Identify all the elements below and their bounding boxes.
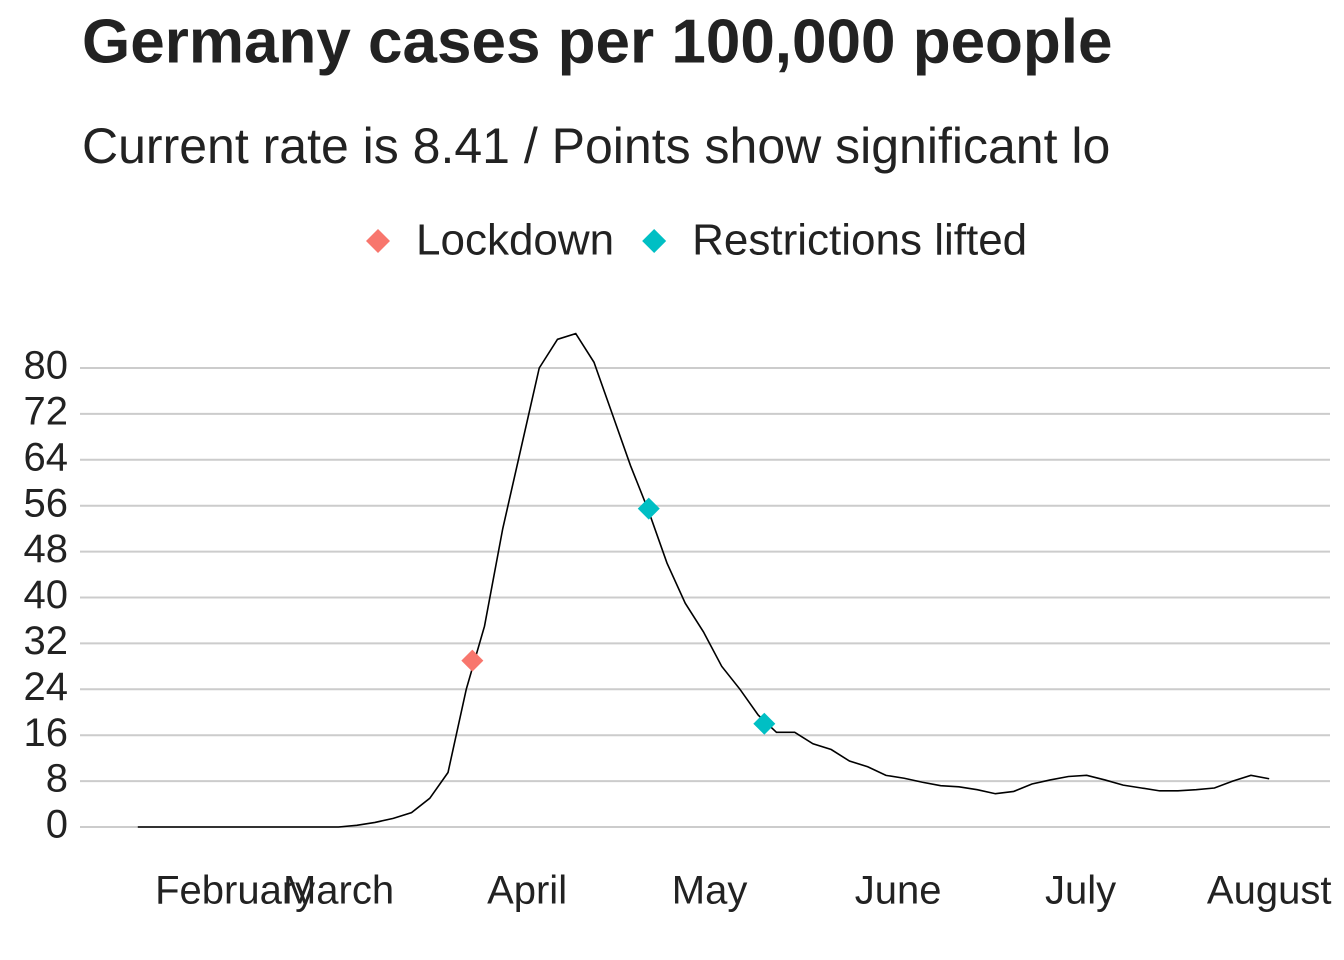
x-tick-label: June — [855, 869, 942, 913]
y-tick-label: 8 — [46, 757, 68, 801]
chart-title: Germany cases per 100,000 people — [82, 7, 1113, 76]
chart-subtitle: Current rate is 8.41 / Points show signi… — [82, 118, 1110, 174]
event-point — [637, 497, 660, 520]
x-tick-label: April — [487, 869, 567, 913]
x-tick-label: May — [672, 869, 748, 913]
legend-symbol — [642, 229, 667, 253]
y-tick-label: 64 — [24, 435, 69, 479]
x-tick-label: August — [1207, 869, 1332, 913]
data-line — [137, 332, 1270, 828]
x-tick-label: July — [1045, 869, 1116, 913]
y-tick-label: 56 — [24, 481, 69, 525]
y-tick-label: 16 — [24, 711, 69, 755]
y-tick-label: 24 — [24, 665, 69, 709]
y-tick-label: 32 — [24, 619, 69, 663]
x-tick-label: February — [155, 869, 315, 913]
y-tick-label: 0 — [46, 803, 68, 847]
y-tick-label: 40 — [24, 573, 69, 617]
event-point — [753, 712, 776, 735]
event-point — [461, 649, 484, 672]
legend-label: Lockdown — [416, 216, 614, 265]
legend-label: Restrictions lifted — [692, 216, 1027, 265]
y-tick-label: 48 — [24, 527, 69, 571]
y-tick-label: 72 — [24, 389, 69, 433]
x-tick-label: March — [283, 869, 394, 913]
y-tick-label: 80 — [24, 344, 69, 388]
legend-symbol — [366, 229, 390, 253]
